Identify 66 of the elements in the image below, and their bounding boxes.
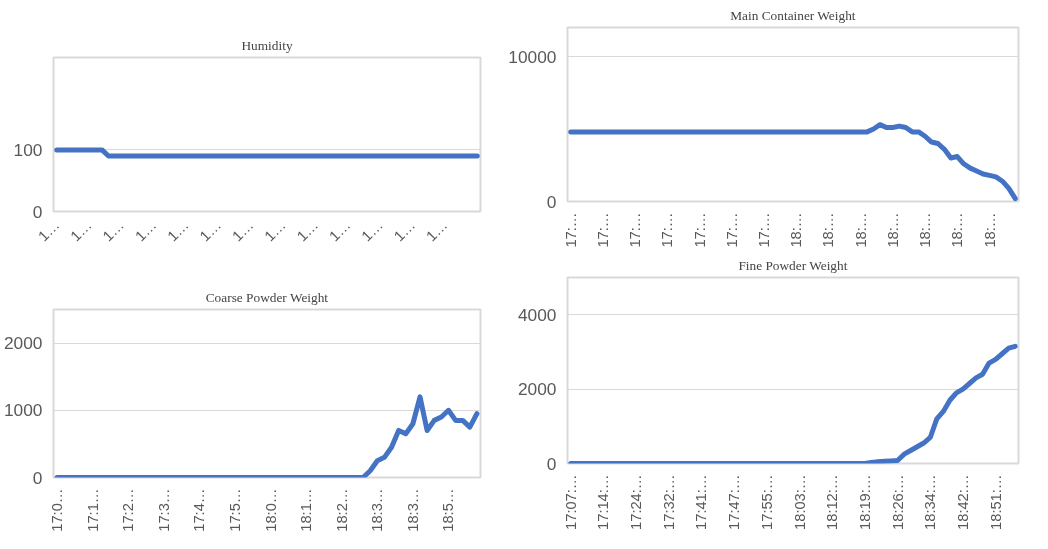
x-tick-label: 18:… [788, 212, 805, 248]
y-tick-label: 0 [546, 453, 557, 474]
x-tick-label: 18:2… [333, 488, 350, 532]
x-tick-label: 17:0… [49, 488, 66, 532]
x-tick-label: 17:24:… [628, 474, 645, 530]
x-tick-label: 1… [326, 216, 354, 245]
chart-title: Humidity [241, 37, 293, 53]
chart-title: Main Container Weight [730, 7, 856, 23]
x-tick-label: 17:5… [226, 488, 243, 532]
x-tick-label: 18:… [949, 212, 966, 248]
y-tick-label: 1000 [3, 400, 43, 421]
x-tick-label: 17:… [723, 212, 740, 248]
x-tick-label: 18:… [884, 212, 901, 248]
y-tick-label: 0 [32, 467, 43, 488]
x-tick-label: 1… [196, 216, 225, 245]
x-tick-label: 18:3… [369, 488, 386, 532]
x-tick-label: 17:41:… [693, 474, 710, 530]
x-tick-label: 17:… [594, 212, 611, 248]
x-tick-label: 1… [423, 216, 451, 245]
x-tick-label: 1… [67, 216, 95, 245]
x-tick-label: 17:32:… [660, 474, 677, 530]
x-tick-label: 17:… [691, 212, 708, 248]
x-tick-label: 17:47:… [726, 474, 743, 530]
x-tick-label: 18:03:… [791, 474, 808, 530]
x-tick-label: 18:51:… [987, 474, 1004, 530]
x-tick-label: 18:34:… [922, 474, 939, 530]
x-tick-label: 18:42:… [954, 474, 971, 530]
x-tick-label: 1… [293, 216, 322, 245]
x-tick-label: 17:07:… [562, 474, 579, 530]
x-tick-label: 1… [99, 216, 128, 245]
x-tick-label: 1… [358, 216, 386, 245]
x-tick-label: 18:0… [262, 488, 279, 532]
x-tick-label: 18:1… [298, 488, 315, 532]
y-tick-label: 0 [546, 191, 557, 212]
x-tick-label: 18:… [981, 212, 998, 248]
x-tick-label: 18:12:… [824, 474, 841, 530]
y-tick-label: 2000 [517, 379, 557, 400]
x-tick-label: 18:… [820, 212, 837, 248]
x-tick-label: 1… [229, 216, 257, 245]
y-tick-label: 100 [13, 139, 43, 160]
x-tick-label: 17:1… [84, 488, 101, 532]
y-tick-label: 4000 [517, 304, 557, 325]
chart-title: Coarse Powder Weight [205, 289, 329, 305]
y-tick-label: 0 [32, 201, 43, 222]
x-tick-label: 17:… [659, 212, 676, 248]
x-tick-label: 17:2… [120, 488, 137, 532]
x-tick-label: 18:19:… [856, 474, 873, 530]
x-tick-label: 17:3… [155, 488, 172, 532]
x-tick-label: 17:… [562, 212, 579, 248]
x-tick-label: 17:4… [191, 488, 208, 532]
x-tick-label: 18:3… [404, 488, 421, 532]
x-tick-label: 17:55:… [758, 474, 775, 530]
x-tick-label: 1… [390, 216, 419, 245]
x-tick-label: 17:14:… [595, 474, 612, 530]
x-tick-label: 1… [261, 216, 289, 245]
chart-title: Fine Powder Weight [738, 257, 848, 273]
y-tick-label: 2000 [3, 333, 43, 354]
y-tick-label: 10000 [508, 46, 557, 67]
x-tick-label: 18:… [852, 212, 869, 248]
x-tick-label: 17:… [627, 212, 644, 248]
x-tick-label: 18:… [917, 212, 934, 248]
x-tick-label: 1… [164, 216, 192, 245]
x-tick-label: 17:… [756, 212, 773, 248]
x-tick-label: 18:5… [440, 488, 457, 532]
x-tick-label: 18:26:… [889, 474, 906, 530]
x-tick-label: 1… [131, 216, 160, 245]
